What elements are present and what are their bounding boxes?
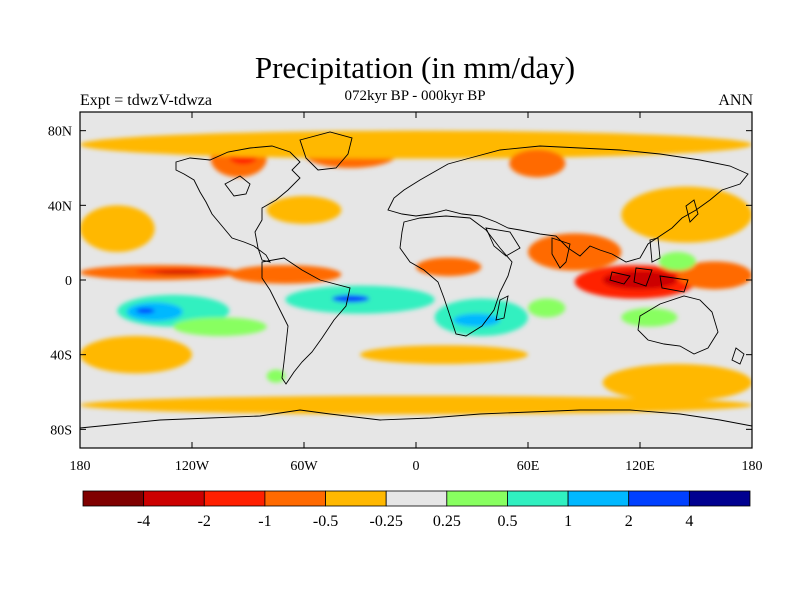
colorbar-swatch <box>264 490 326 507</box>
precip-anomaly-region <box>602 364 752 402</box>
colorbar-swatch <box>385 490 448 507</box>
x-tick-label: 60W <box>290 459 318 474</box>
plot-title: Precipitation (in mm/day) <box>254 50 576 85</box>
precip-anomaly-region <box>126 302 183 322</box>
y-tick-label: 40N <box>48 199 72 214</box>
colorbar-level-label: 1 <box>564 513 572 530</box>
precip-anomaly-region <box>602 270 678 290</box>
colorbar-swatch <box>688 490 751 507</box>
y-tick-label: 40S <box>50 349 72 364</box>
colorbar-swatch <box>203 490 266 507</box>
colorbar-level-label: 2 <box>625 513 633 530</box>
precip-anomaly-region <box>266 196 342 224</box>
x-tick-label: 120E <box>625 459 655 474</box>
colorbar-level-label: 0.5 <box>497 513 517 530</box>
x-tick-label: 180 <box>70 459 91 474</box>
precip-anomaly-region <box>154 270 202 275</box>
precip-anomaly-region <box>229 265 342 284</box>
precip-anomaly-region <box>173 317 267 336</box>
colorbar-level-label: -0.5 <box>313 513 338 530</box>
x-tick-label: 120W <box>175 459 210 474</box>
colorbar-level-label: 0.25 <box>433 513 461 530</box>
colorbar-swatch <box>567 490 630 507</box>
precip-anomaly-region <box>136 308 155 314</box>
colorbar-level-label: -4 <box>137 513 150 530</box>
precip-anomaly-region <box>80 336 192 374</box>
y-tick-label: 0 <box>65 274 72 289</box>
colorbar: -4 -2 -1 -0.5 -0.25 0.25 0.5 1 2 4 <box>82 490 751 530</box>
precip-anomaly-region <box>509 149 566 178</box>
precip-anomaly-region <box>453 313 500 327</box>
precip-anomaly-region <box>416 257 482 277</box>
colorbar-level-label: 4 <box>685 513 693 530</box>
colorbar-swatch <box>507 490 569 507</box>
precip-anomaly-region <box>621 186 752 243</box>
colorbar-level-label: -2 <box>198 513 211 530</box>
season-label: ANN <box>718 92 753 109</box>
coastlines <box>80 131 752 429</box>
axis-ticks: 180 120W 60W 0 60E 120E 180 80N 40N 0 40S 80S <box>48 112 763 474</box>
precip-anomaly-region <box>266 369 286 383</box>
colorbar-level-label: -1 <box>258 513 271 530</box>
precip-anomaly-region <box>658 252 696 271</box>
colorbar-swatch <box>143 490 205 507</box>
precip-anomaly-region <box>360 345 528 364</box>
precip-anomaly-region <box>528 298 566 318</box>
colorbar-swatch <box>628 490 690 507</box>
colorbar-swatch <box>82 490 145 507</box>
plot-subtitle: 072kyr BP - 000kyr BP <box>344 88 486 104</box>
colorbar-level-label: -0.25 <box>370 513 403 530</box>
precip-anomaly-region <box>80 205 155 253</box>
precip-anomaly-region <box>621 308 678 327</box>
x-tick-label: 0 <box>413 459 420 474</box>
x-tick-label: 180 <box>742 459 763 474</box>
experiment-label: Expt = tdwzV-tdwza <box>80 92 212 109</box>
colorbar-swatch <box>325 490 387 507</box>
precipitation-field <box>80 130 752 415</box>
y-tick-label: 80N <box>48 125 72 140</box>
y-tick-label: 80S <box>50 423 72 438</box>
precip-anomaly-region <box>677 261 752 290</box>
precip-anomaly-region <box>332 294 370 303</box>
precip-anomaly-region <box>80 130 752 159</box>
x-tick-label: 60E <box>517 459 540 474</box>
colorbar-swatch <box>446 490 508 507</box>
